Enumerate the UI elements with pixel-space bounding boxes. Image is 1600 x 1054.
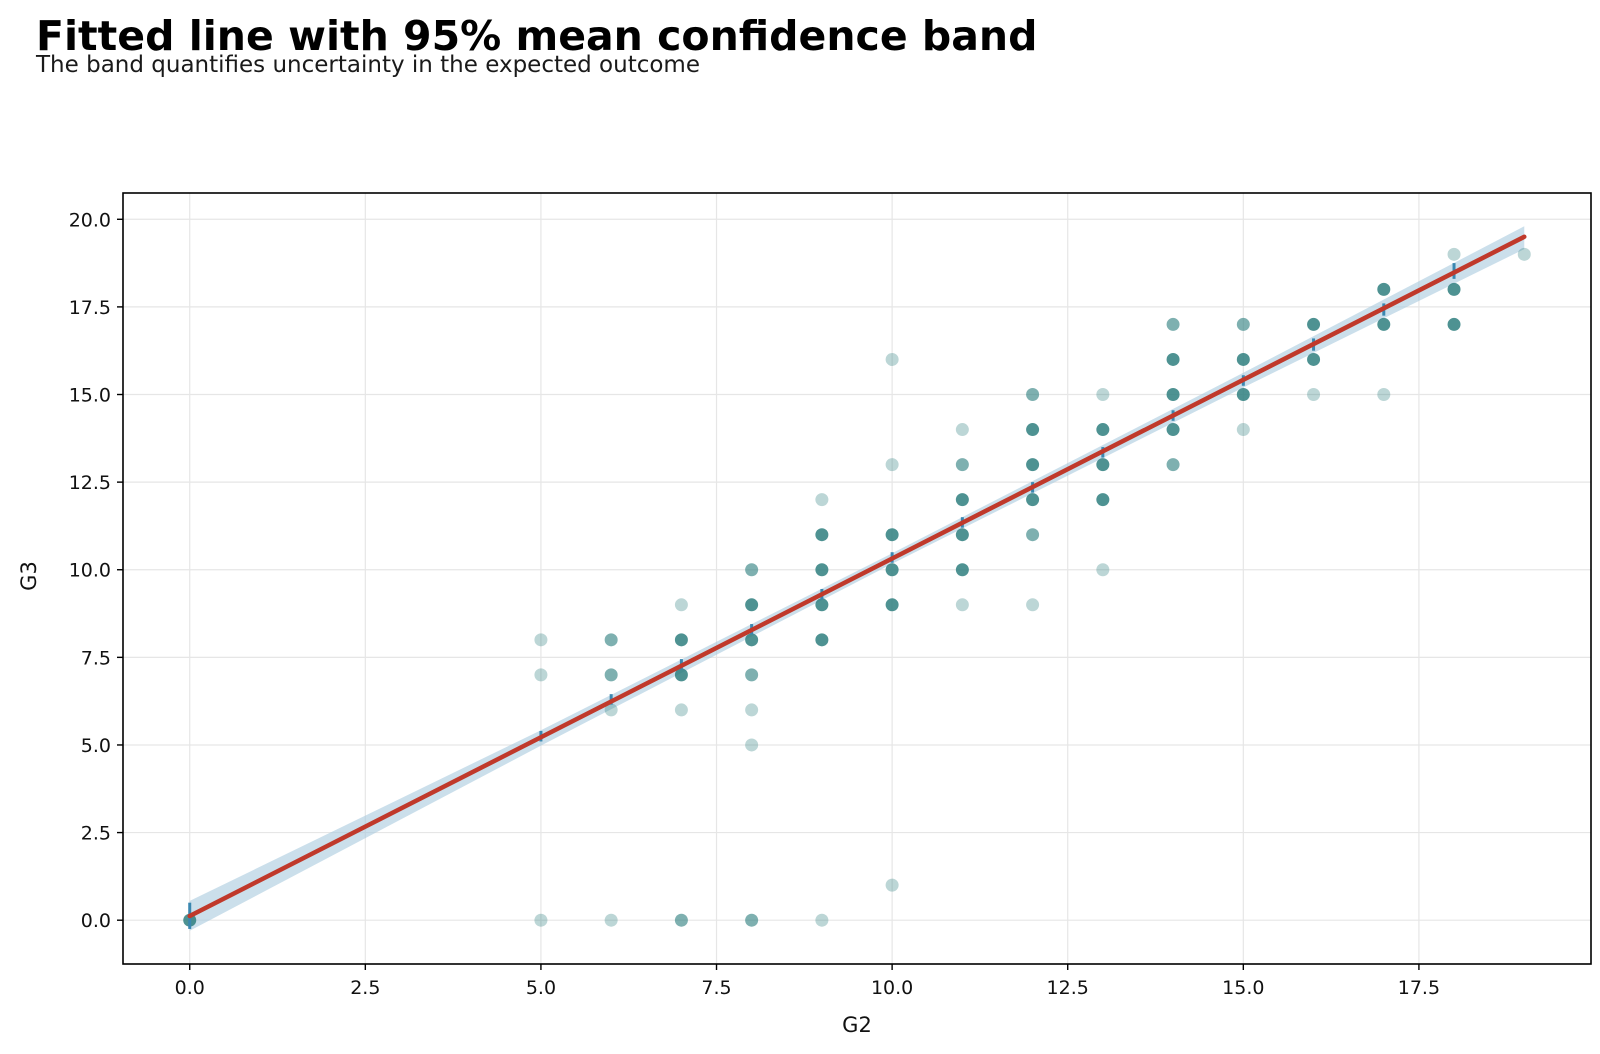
y-tick-label: 0.0 — [81, 910, 111, 932]
data-point — [1236, 423, 1250, 437]
data-point — [1377, 282, 1391, 296]
data-point — [1166, 388, 1180, 402]
data-point — [674, 703, 688, 717]
y-tick-label: 7.5 — [81, 647, 111, 669]
fit-line-layer — [187, 234, 1527, 919]
data-point — [815, 528, 829, 542]
data-point — [955, 563, 969, 577]
data-point — [745, 598, 759, 612]
grid-layer — [123, 193, 1591, 964]
data-point — [1377, 317, 1391, 331]
plot-frame — [122, 192, 1592, 965]
data-point — [604, 668, 618, 682]
y-tick-label: 15.0 — [69, 385, 111, 407]
data-point — [1096, 388, 1110, 402]
data-point — [1377, 388, 1391, 402]
points-layer — [183, 247, 1531, 927]
data-point — [1026, 423, 1040, 437]
x-tick-label: 12.5 — [1047, 977, 1089, 999]
data-point — [955, 528, 969, 542]
x-tick-label: 10.0 — [871, 977, 913, 999]
fit-line — [187, 234, 1527, 919]
data-point — [1096, 458, 1110, 472]
data-point — [1517, 247, 1531, 261]
data-point — [534, 633, 548, 647]
data-point — [955, 458, 969, 472]
data-point — [885, 878, 899, 892]
data-point — [955, 493, 969, 507]
axes-layer: 0.0 2.5 5.0 7.5 10.0 12.5 15.0 17.5 0.0 2.5 5.0 7.5… — [69, 192, 1592, 999]
data-point — [815, 493, 829, 507]
data-point — [815, 598, 829, 612]
x-tick-label: 15.0 — [1222, 977, 1264, 999]
data-point — [1447, 282, 1461, 296]
data-point — [955, 423, 969, 437]
data-point — [885, 458, 899, 472]
y-tick-label: 10.0 — [69, 560, 111, 582]
data-point — [1096, 423, 1110, 437]
x-tick-label: 2.5 — [350, 977, 380, 999]
data-point — [1096, 493, 1110, 507]
chart-title: Fitted line with 95% mean confidence ban… — [36, 12, 1038, 60]
data-point — [1307, 388, 1321, 402]
data-point — [1447, 247, 1461, 261]
data-point — [1307, 352, 1321, 366]
data-point — [745, 738, 759, 752]
data-point — [885, 563, 899, 577]
x-tick-label: 0.0 — [175, 977, 205, 999]
data-point — [745, 668, 759, 682]
data-point — [1307, 317, 1321, 331]
y-tick-label: 5.0 — [81, 735, 111, 757]
data-point — [1166, 317, 1180, 331]
data-point — [1026, 388, 1040, 402]
data-point — [745, 633, 759, 647]
data-point — [1236, 317, 1250, 331]
data-point — [885, 352, 899, 366]
x-tick-label: 17.5 — [1398, 977, 1440, 999]
data-point — [1166, 458, 1180, 472]
data-point — [1096, 563, 1110, 577]
data-point — [745, 913, 759, 927]
data-point — [534, 668, 548, 682]
data-point — [815, 633, 829, 647]
data-point — [604, 703, 618, 717]
y-tick-label: 20.0 — [69, 209, 111, 231]
data-point — [955, 598, 969, 612]
data-point — [534, 913, 548, 927]
data-point — [1166, 352, 1180, 366]
data-point — [1166, 423, 1180, 437]
data-point — [674, 598, 688, 612]
data-point — [1447, 317, 1461, 331]
data-point — [674, 633, 688, 647]
y-tick-label: 2.5 — [81, 823, 111, 845]
chart-subtitle: The band quantifies uncertainty in the e… — [36, 52, 700, 78]
data-point — [1026, 458, 1040, 472]
data-point — [745, 563, 759, 577]
data-point — [815, 913, 829, 927]
data-point — [1236, 388, 1250, 402]
data-point — [1026, 528, 1040, 542]
y-tick-label: 17.5 — [69, 297, 111, 319]
data-point — [674, 913, 688, 927]
data-point — [885, 528, 899, 542]
data-point — [1026, 598, 1040, 612]
x-tick-label: 5.0 — [526, 977, 556, 999]
data-point — [815, 563, 829, 577]
x-axis-title: G2 — [842, 1013, 872, 1037]
data-point — [674, 668, 688, 682]
x-tick-label: 7.5 — [701, 977, 731, 999]
y-axis-title: G3 — [17, 561, 41, 591]
data-point — [1026, 493, 1040, 507]
y-tick-label: 12.5 — [69, 472, 111, 494]
data-point — [604, 633, 618, 647]
data-point — [1236, 352, 1250, 366]
data-point — [885, 598, 899, 612]
data-point — [745, 703, 759, 717]
data-point — [604, 913, 618, 927]
